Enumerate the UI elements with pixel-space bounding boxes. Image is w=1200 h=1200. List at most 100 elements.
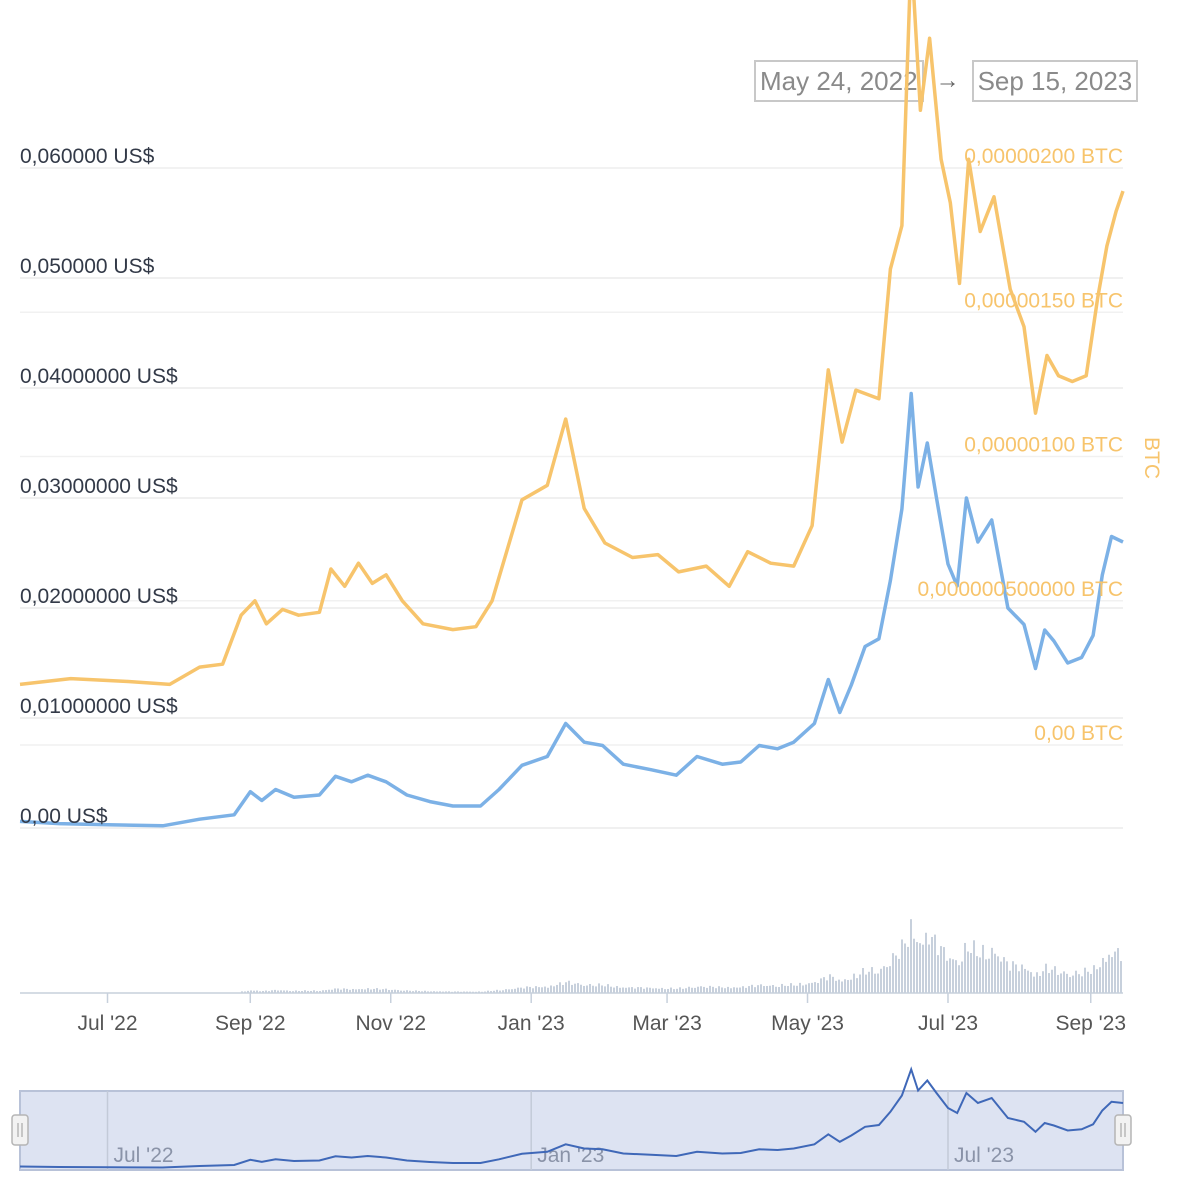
volume-bar bbox=[241, 991, 243, 993]
navigator-tick-label: Jul '22 bbox=[114, 1144, 174, 1167]
series-line-right[interactable] bbox=[19, 0, 1125, 687]
volume-bar bbox=[877, 973, 879, 993]
volume-bar bbox=[835, 980, 837, 993]
volume-bar bbox=[865, 974, 867, 993]
navigator-handle-left[interactable] bbox=[11, 1114, 29, 1146]
volume-bar bbox=[862, 968, 864, 993]
volume-bar bbox=[1051, 969, 1053, 993]
volume-bar bbox=[1063, 971, 1065, 993]
volume-bar bbox=[904, 943, 906, 993]
volume-bar bbox=[892, 953, 894, 993]
volume-bar bbox=[415, 990, 417, 993]
volume-bar bbox=[358, 989, 360, 993]
volume-bar bbox=[784, 985, 786, 993]
volume-bar bbox=[1078, 974, 1080, 993]
gridlines bbox=[20, 167, 1123, 829]
volume-bar bbox=[1111, 957, 1113, 993]
volume-bar bbox=[589, 984, 591, 993]
volume-bar bbox=[736, 987, 738, 993]
volume-bar bbox=[280, 990, 282, 993]
volume-bar bbox=[853, 973, 855, 993]
volume-bar bbox=[751, 984, 753, 993]
volume-bar bbox=[400, 990, 402, 993]
volume-bar bbox=[484, 991, 486, 993]
volume-bar bbox=[298, 991, 300, 993]
y-axis-right-labels: 0,00000200 BTC 0,00000150 BTC 0,00000100 B… bbox=[918, 145, 1124, 745]
volume-bar bbox=[469, 991, 471, 993]
volume-bar bbox=[550, 985, 552, 993]
volume-bar bbox=[886, 967, 888, 993]
volume-bar bbox=[508, 989, 510, 993]
volume-bar bbox=[673, 989, 675, 993]
navigator-tick-label: Jan '23 bbox=[537, 1144, 604, 1167]
volume-bar bbox=[289, 991, 291, 993]
volume-bar bbox=[478, 991, 480, 993]
volume-bar bbox=[526, 986, 528, 993]
volume-bar bbox=[580, 984, 582, 993]
x-tick-label: Jul '23 bbox=[918, 1012, 978, 1035]
volume-bar bbox=[466, 991, 468, 993]
volume-bar bbox=[322, 990, 324, 993]
navigator-handle-right[interactable] bbox=[1114, 1114, 1132, 1146]
volume-bar bbox=[685, 988, 687, 993]
volume-bar bbox=[973, 940, 975, 993]
volume-bar bbox=[895, 955, 897, 993]
volume-bar bbox=[931, 936, 933, 993]
volume-bar bbox=[424, 990, 426, 993]
arrow-right-icon: → bbox=[935, 67, 960, 94]
volume-bar bbox=[907, 946, 909, 993]
volume-bar bbox=[523, 988, 525, 993]
volume-bar bbox=[295, 990, 297, 993]
volume-bar bbox=[883, 966, 885, 993]
y-left-tick-label: 0,02000000 US$ bbox=[20, 585, 178, 608]
volume-bar bbox=[811, 982, 813, 993]
volume-bar bbox=[529, 986, 531, 993]
volume-bar bbox=[571, 984, 573, 993]
volume-bar bbox=[538, 987, 540, 993]
volume-bar bbox=[934, 934, 936, 993]
volume-bar bbox=[490, 991, 492, 993]
volume-bar bbox=[250, 990, 252, 993]
volume-bar bbox=[820, 978, 822, 993]
volume-bar bbox=[247, 990, 249, 993]
volume-bar bbox=[376, 988, 378, 993]
volume-bar bbox=[1036, 972, 1038, 993]
volume-bar bbox=[325, 990, 327, 993]
date-from-input[interactable]: May 24, 2022 bbox=[754, 60, 924, 102]
date-to-input[interactable]: Sep 15, 2023 bbox=[971, 60, 1139, 102]
volume-bar bbox=[748, 986, 750, 993]
volume-bar bbox=[409, 990, 411, 993]
volume-bar bbox=[901, 939, 903, 993]
volume-bar bbox=[634, 988, 636, 993]
volume-bar bbox=[1084, 967, 1086, 993]
volume-bar bbox=[625, 987, 627, 993]
volume-bar bbox=[283, 990, 285, 993]
volume-bar bbox=[577, 983, 579, 993]
volume-bar bbox=[463, 991, 465, 993]
volume-bar bbox=[559, 982, 561, 993]
volume-bar bbox=[946, 960, 948, 993]
volume-bar bbox=[1120, 961, 1122, 993]
volume-bar bbox=[1087, 971, 1089, 993]
volume-bar bbox=[1045, 963, 1047, 993]
volume-bar bbox=[715, 988, 717, 993]
volume-bar bbox=[856, 978, 858, 993]
volume-bar bbox=[445, 991, 447, 993]
volume-bar bbox=[727, 986, 729, 993]
volume-bar bbox=[370, 989, 372, 993]
volume-bar bbox=[763, 986, 765, 993]
volume-bar bbox=[733, 987, 735, 993]
volume-bar bbox=[460, 991, 462, 993]
volume-bar bbox=[475, 991, 477, 993]
volume-bar bbox=[739, 987, 741, 993]
volume-bar bbox=[757, 985, 759, 993]
volume-bar bbox=[1114, 951, 1116, 993]
volume-bar bbox=[769, 985, 771, 993]
range-navigator[interactable]: Jul '22 Jan '23 Jul '23 bbox=[11, 1066, 1132, 1171]
volume-bar bbox=[994, 953, 996, 993]
series-line-left[interactable] bbox=[19, 391, 1124, 828]
volume-bar bbox=[826, 980, 828, 993]
navigator-series-line bbox=[19, 1066, 1124, 1169]
y-right-tick-label: 0,00000200 BTC bbox=[964, 145, 1123, 168]
